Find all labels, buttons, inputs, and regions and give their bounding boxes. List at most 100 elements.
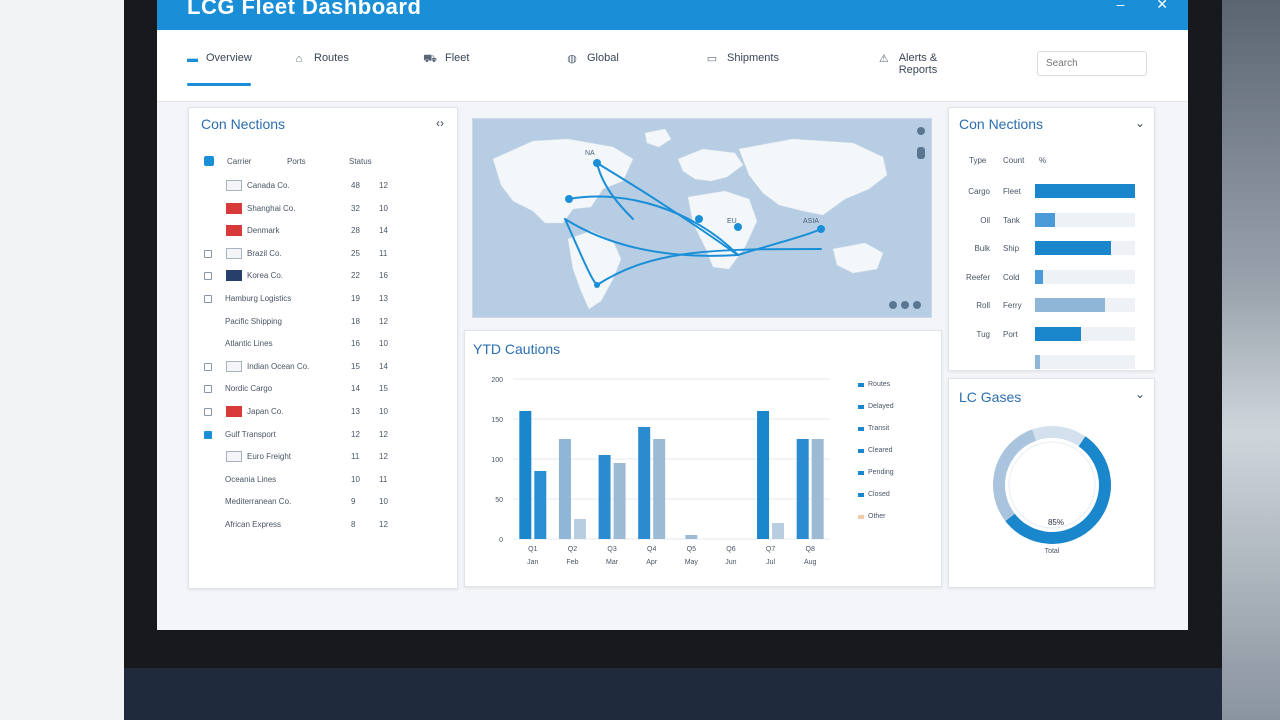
x-tick-label: Q3 — [607, 546, 616, 553]
list-item[interactable]: Denmark 28 14 — [189, 221, 457, 243]
tab-overview[interactable]: ▬ Overview — [187, 52, 252, 86]
row-name: Denmark — [247, 226, 280, 236]
legend-item[interactable]: Cleared — [858, 447, 893, 454]
flag-icon — [226, 225, 242, 237]
category-bar-track — [1035, 184, 1135, 198]
row-value: 12 — [379, 429, 388, 439]
row-checkbox[interactable] — [204, 272, 212, 281]
list-item[interactable]: Atlantic Lines 16 10 — [189, 334, 457, 356]
legend-item[interactable]: Delayed — [858, 403, 894, 410]
row-checkbox[interactable] — [204, 430, 212, 439]
legend-item[interactable]: Transit — [858, 425, 889, 432]
tab-routes[interactable]: ⌂ Routes — [292, 52, 362, 86]
row-value: 12 — [379, 181, 388, 190]
row-checkbox[interactable] — [204, 295, 212, 303]
x-tick-label: Q6 — [726, 546, 735, 553]
flag-icon — [226, 180, 242, 191]
tab-bar: ▬ Overview ⌂ Routes ⛟ Fleet ◍ Global ▭ S… — [157, 30, 1188, 102]
donut-value: 85% — [1048, 518, 1064, 527]
tab-label: Overview — [206, 52, 252, 64]
row-value: 12 — [379, 316, 388, 326]
row-value: 14 — [379, 361, 388, 371]
legend-item[interactable]: Pending — [858, 469, 894, 476]
category-bar-track — [1035, 269, 1135, 284]
list-item[interactable]: Indian Ocean Co. 15 14 — [189, 357, 457, 379]
list-item[interactable]: Brazil Co. 25 11 — [189, 244, 457, 266]
connections-panel: Con Nections ‹› Carrier Ports Status Can… — [188, 107, 458, 589]
row-value: 13 — [351, 407, 360, 416]
chart-title: YTD Cautions — [473, 341, 561, 357]
legend-label: Delayed — [868, 403, 894, 410]
list-item[interactable]: Mediterranean Co. 9 10 — [189, 492, 457, 514]
list-item[interactable]: Hamburg Logistics 19 13 — [189, 289, 457, 311]
list-item[interactable]: Gulf Transport 12 12 — [189, 425, 457, 447]
y-tick-label: 100 — [491, 457, 503, 464]
legend-item[interactable]: Other — [858, 513, 886, 520]
category-row[interactable]: Tug Port — [949, 323, 1155, 347]
bar — [638, 427, 651, 539]
list-item[interactable]: Shanghai Co. 32 10 — [189, 199, 457, 221]
row-checkbox[interactable] — [204, 408, 212, 416]
cautions-chart-panel: YTD Cautions 200 150 100 50 0 Q1 Jan Q2 Feb Q3 Mar… — [464, 330, 942, 587]
row-value: 10 — [379, 339, 388, 349]
select-all-checkbox[interactable] — [204, 156, 214, 166]
minimize-button[interactable]: – — [1116, 0, 1125, 12]
tab-alerts[interactable]: ⚠ Alerts & Reports — [877, 52, 977, 86]
bar-chart: 200 150 100 50 0 Q1 Jan Q2 Feb Q3 Mar Q4 Apr Q5 May Q6 J… — [491, 377, 830, 566]
tab-shipments[interactable]: ▭ Shipments — [705, 52, 800, 86]
bar — [613, 463, 626, 539]
donut-segment — [1005, 436, 1111, 544]
chevron-down-icon[interactable]: ⌄ — [1135, 387, 1146, 401]
close-button[interactable]: ✕ — [1156, 0, 1168, 12]
background-blur — [1222, 0, 1280, 720]
category-label: Tug — [976, 329, 991, 339]
flag-icon — [226, 270, 242, 282]
row-value: 9 — [351, 497, 356, 507]
list-item[interactable]: Euro Freight 11 12 — [189, 447, 457, 469]
category-bar-track — [1035, 355, 1135, 369]
legend-item[interactable]: Closed — [858, 491, 890, 498]
y-tick-label: 200 — [491, 377, 503, 384]
row-value: 32 — [351, 203, 360, 213]
category-row[interactable]: Cargo Fleet — [949, 180, 1155, 204]
list-item[interactable]: Korea Co. 22 16 — [189, 266, 457, 288]
monitor-base — [124, 668, 1222, 720]
row-checkbox[interactable] — [204, 362, 212, 371]
row-name: Canada Co. — [247, 181, 290, 190]
row-value: 12 — [379, 452, 388, 462]
category-row[interactable]: Bulk Ship — [949, 237, 1155, 261]
x-category-label: Jan — [527, 559, 538, 566]
category-row[interactable]: Oil Tank — [949, 209, 1155, 233]
row-value: 10 — [379, 497, 388, 507]
list-item[interactable]: Nordic Cargo 14 15 — [189, 379, 457, 401]
row-checkbox[interactable] — [204, 249, 212, 258]
tab-fleet[interactable]: ⛟ Fleet — [423, 52, 493, 86]
y-tick-label: 150 — [491, 417, 503, 424]
flag-icon — [226, 247, 242, 259]
chevron-down-icon[interactable]: ⌄ — [1135, 116, 1146, 130]
category-row[interactable]: Roll Ferry — [949, 294, 1155, 318]
list-item[interactable]: Pacific Shipping 18 12 — [189, 312, 457, 334]
list-item[interactable]: African Express 8 12 — [189, 515, 457, 537]
list-item[interactable]: Japan Co. 13 10 — [189, 402, 457, 424]
categories-title: Con Nections — [959, 116, 1044, 132]
list-item[interactable]: Canada Co. 48 12 — [189, 176, 457, 198]
row-value: 12 — [379, 520, 388, 529]
category-row[interactable]: Reefer Cold — [949, 266, 1155, 290]
flag-icon — [226, 360, 242, 372]
legend-item[interactable]: Routes — [858, 381, 890, 388]
x-tick-label: Q2 — [568, 546, 577, 553]
world-map[interactable]: NA EU ASIA — [472, 118, 932, 318]
row-value: 15 — [351, 361, 360, 371]
search-input[interactable] — [1037, 51, 1147, 76]
category-row[interactable] — [949, 351, 1155, 375]
row-value: 13 — [379, 294, 388, 303]
row-checkbox[interactable] — [204, 385, 212, 394]
route-icon: ⌂ — [295, 53, 303, 65]
collapse-icon[interactable]: ‹› — [436, 116, 444, 130]
list-item[interactable]: Oceania Lines 10 11 — [189, 470, 457, 492]
row-value: 18 — [351, 316, 360, 326]
x-tick-label: Q5 — [687, 546, 696, 553]
bar — [653, 439, 666, 539]
tab-global[interactable]: ◍ Global — [565, 52, 645, 86]
